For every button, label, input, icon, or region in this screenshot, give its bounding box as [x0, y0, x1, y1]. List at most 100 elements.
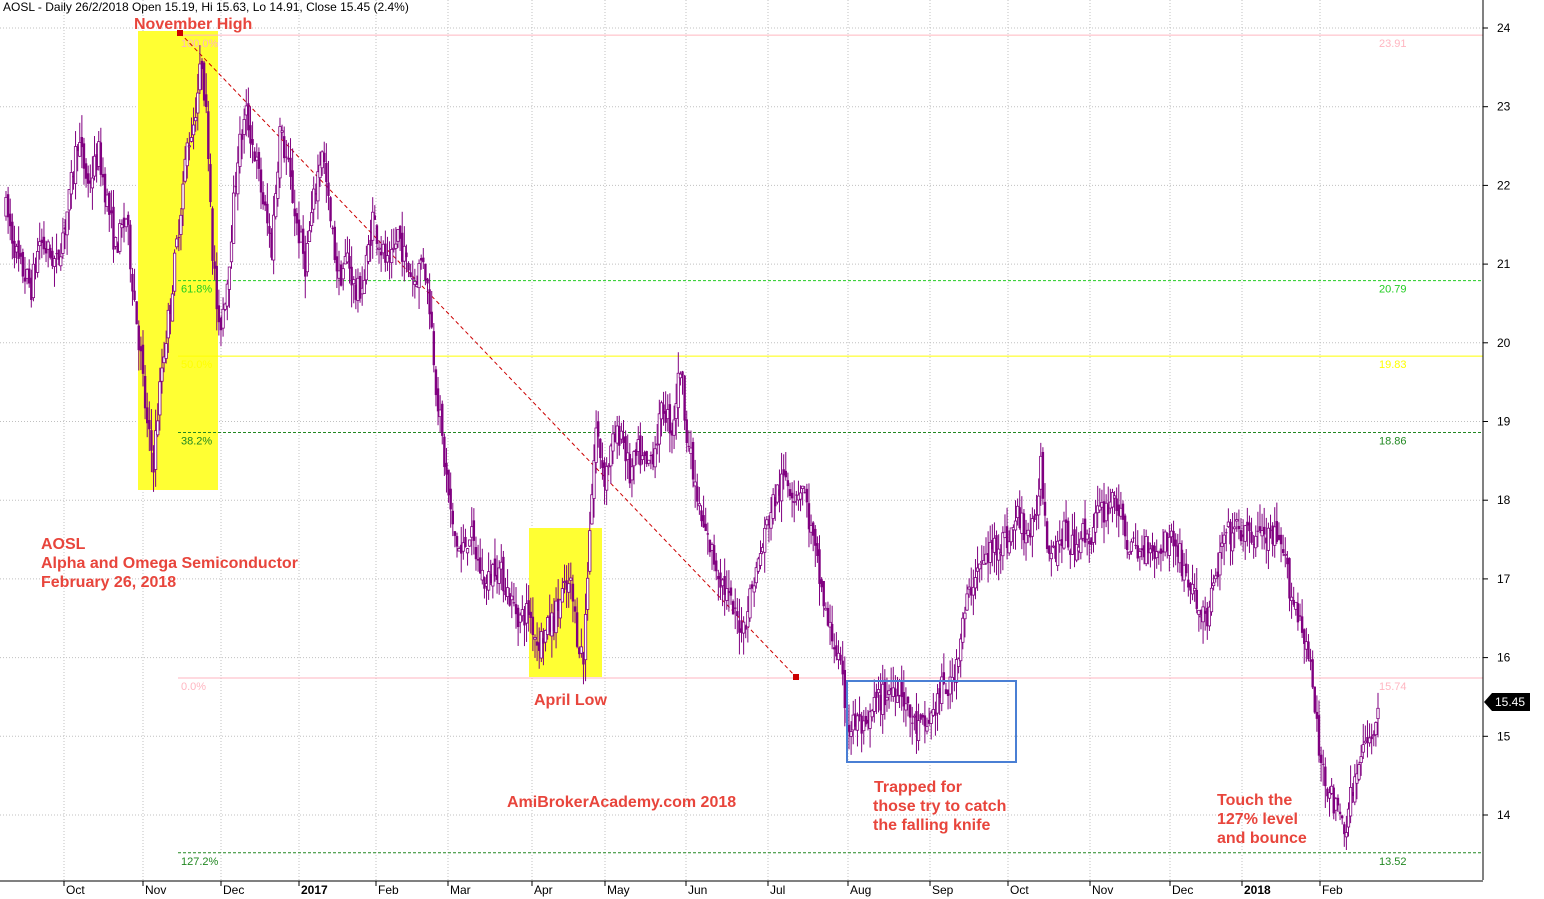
- candle-body: [678, 373, 683, 379]
- candle-body: [1079, 538, 1083, 554]
- candle-body: [586, 577, 590, 610]
- candle-body: [554, 600, 558, 634]
- candle-body: [803, 492, 806, 494]
- candle-body: [424, 263, 427, 281]
- candle-body: [727, 590, 731, 594]
- candle-body: [175, 238, 179, 248]
- candle-body: [280, 130, 284, 133]
- candle-body: [1340, 815, 1344, 819]
- fib-level-label: 50.0%: [181, 359, 212, 371]
- candle-body: [700, 510, 703, 522]
- candle-body: [1233, 526, 1237, 530]
- candle-body: [510, 595, 514, 601]
- candle-body: [775, 484, 779, 503]
- candle-body: [72, 175, 75, 178]
- candle-body: [720, 579, 725, 587]
- candle-body: [61, 232, 65, 254]
- candle-body: [1142, 545, 1146, 558]
- fib-level-label: 100.0%: [181, 38, 219, 50]
- candle-body: [1090, 537, 1093, 545]
- candle-body: [744, 626, 747, 630]
- candle-body: [305, 243, 309, 273]
- candle-body: [1309, 659, 1312, 662]
- candle-body: [369, 239, 372, 246]
- candle-body: [78, 142, 82, 157]
- trapped-line-1: Trapped for: [874, 779, 962, 796]
- candle-body: [946, 689, 950, 697]
- candle-body: [385, 255, 390, 263]
- candle-body: [1013, 520, 1018, 531]
- candle-body: [662, 404, 665, 414]
- candle-body: [1334, 798, 1338, 811]
- candle-body: [634, 449, 638, 456]
- candle-body: [876, 689, 881, 694]
- candle-body: [270, 232, 273, 258]
- candle-body: [97, 141, 101, 167]
- candle-body: [291, 170, 294, 203]
- candle-body: [818, 549, 821, 584]
- candle-body: [139, 346, 143, 352]
- candle-body: [99, 142, 103, 175]
- candle-body: [824, 607, 828, 611]
- candle-body: [611, 433, 615, 452]
- candle-body: [1091, 527, 1096, 543]
- candle-body: [55, 253, 58, 255]
- candle-body: [379, 251, 383, 256]
- candle-body: [1100, 502, 1104, 508]
- candle-body: [4, 197, 8, 217]
- candle-body: [1298, 615, 1302, 617]
- candle-body: [640, 455, 645, 461]
- candle-body: [1289, 596, 1294, 601]
- candle-body: [784, 470, 787, 478]
- candle-body: [833, 647, 836, 650]
- candle-body: [1237, 525, 1241, 530]
- candle-body: [715, 560, 718, 572]
- candle-body: [1110, 492, 1115, 508]
- candle-body: [942, 672, 946, 684]
- candle-body: [719, 572, 722, 588]
- candle-body: [474, 547, 478, 560]
- candle-body: [1216, 571, 1220, 578]
- candle-body: [1212, 582, 1216, 587]
- candle-body: [1073, 529, 1076, 555]
- candle-body: [1254, 535, 1258, 549]
- candle-body: [1367, 737, 1372, 744]
- candle-body: [225, 283, 229, 307]
- candle-body: [1258, 526, 1262, 531]
- candle-body: [1166, 533, 1169, 551]
- candle-body: [1185, 563, 1188, 574]
- y-tick-label: 14: [1497, 808, 1511, 822]
- candle-body: [1351, 792, 1354, 797]
- candle-body: [426, 278, 429, 284]
- candle-body: [150, 430, 153, 451]
- x-tick-label: Dec: [1172, 883, 1193, 897]
- candle-body: [388, 257, 391, 259]
- candle-body: [748, 588, 752, 619]
- candle-body: [948, 676, 952, 695]
- candle-body: [560, 588, 564, 603]
- candle-body: [1121, 503, 1125, 520]
- candle-body: [529, 611, 532, 618]
- candle-body: [480, 569, 484, 581]
- candle-body: [238, 133, 242, 167]
- candle-body: [69, 172, 73, 195]
- candle-body: [1020, 512, 1024, 534]
- candle-body: [110, 210, 113, 214]
- candle-body: [51, 250, 54, 266]
- candle-body: [516, 607, 520, 628]
- candle-body: [505, 587, 510, 597]
- candle-body: [21, 252, 25, 277]
- x-tick-label: May: [607, 883, 630, 897]
- candle-body: [607, 465, 611, 468]
- candle-body: [940, 676, 944, 704]
- candle-body: [790, 492, 794, 499]
- candle-body: [1246, 521, 1249, 526]
- candle-body: [1001, 532, 1005, 557]
- trend-start-marker: [177, 30, 183, 36]
- candle-body: [299, 231, 303, 243]
- y-tick-label: 20: [1497, 336, 1511, 350]
- candle-body: [1239, 530, 1243, 542]
- candle-body: [870, 710, 874, 718]
